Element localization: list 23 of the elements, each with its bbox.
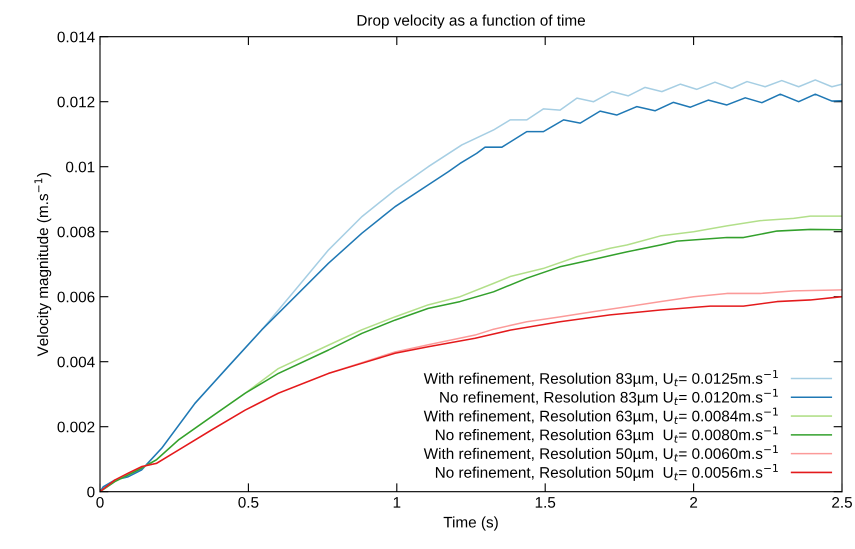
y-tick-label: 0.008 <box>58 226 94 238</box>
y-tick-label: 0.01 <box>66 162 94 172</box>
y-tick-label: 0 <box>87 486 95 498</box>
x-tick-label: 2.5 <box>832 496 852 508</box>
y-axis-title: Velocity magnitude (m.s$^{−1}$) <box>34 172 52 356</box>
x-tick-label: 0 <box>96 496 104 508</box>
x-axis-title: Time (s) <box>444 516 498 531</box>
legend-label: With refinement, Resolution 83µm, U$_{t}$= 0.0125m.s$^{−1}$ <box>424 370 778 387</box>
y-tick-label: 0.004 <box>58 356 95 368</box>
x-tick-label: 0.5 <box>238 496 258 508</box>
y-tick-label: 0.002 <box>58 422 94 432</box>
legend-label: With refinement, Resolution 50µm, U$_{t}$= 0.0060m.s$^{−1}$ <box>424 445 778 462</box>
y-tick-label: 0.012 <box>58 96 94 108</box>
y-tick-label: 0.014 <box>58 32 95 42</box>
legend-label: No refinement, Resolution 50µm U$_{t}$= 0.0056m.s$^{−1}$ <box>436 464 778 481</box>
x-tick-label: 1 <box>394 497 400 508</box>
legend-label: With refinement, Resolution 63µm, U$_{t}$= 0.0084m.s$^{−1}$ <box>424 408 778 424</box>
legend-label: No refinement, Resolution 63µm U$_{t}$= 0.0080m.s$^{−1}$ <box>436 426 778 444</box>
x-tick-label: 2 <box>690 496 698 508</box>
legend-label: No refinement, Resolution 83µm U$_{t}$= 0.0120m.s$^{−1}$ <box>440 388 778 406</box>
x-tick-label: 1.5 <box>536 497 556 508</box>
y-tick-label: 0.006 <box>58 292 94 302</box>
chart-title: Drop velocity as a function of time <box>358 14 585 29</box>
